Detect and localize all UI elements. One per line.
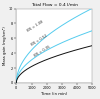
X-axis label: Time (in min): Time (in min) [41,92,67,96]
Title: Total Flow = 0.4 l/min: Total Flow = 0.4 l/min [31,3,78,7]
Text: KN = 0.52: KN = 0.52 [30,34,48,47]
Text: KN = 0.35: KN = 0.35 [33,44,51,58]
Y-axis label: Mass gain (mg/cm²): Mass gain (mg/cm²) [4,26,8,65]
Text: KN = 1.08: KN = 1.08 [27,19,44,32]
